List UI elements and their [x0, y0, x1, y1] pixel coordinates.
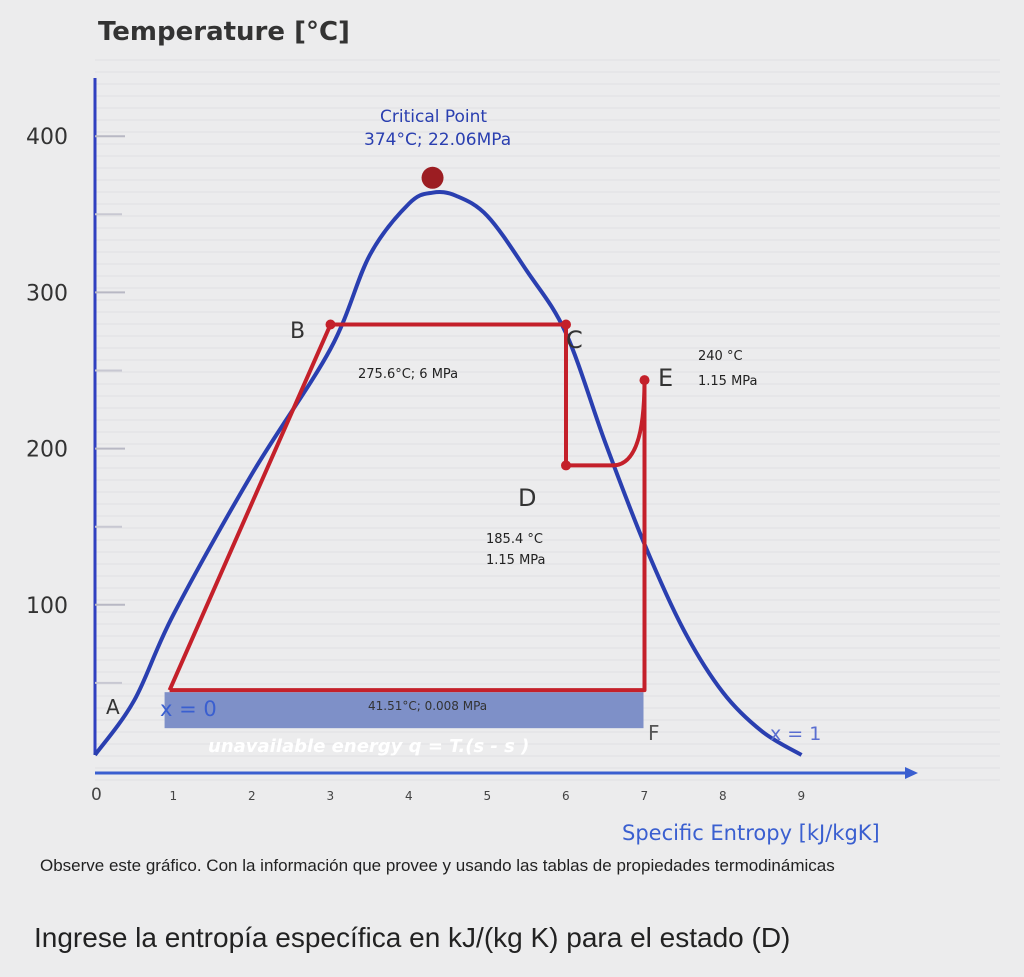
- annotation-e-pressure: 1.15 MPa: [698, 374, 758, 389]
- state-label-c: C: [566, 326, 583, 354]
- state-markers: [325, 166, 650, 471]
- quality-x0-label: x = 0: [160, 697, 217, 721]
- y-tick-label: 300: [26, 281, 68, 306]
- x-tick-label: 8: [719, 789, 727, 803]
- x-axis-arrow: [905, 767, 918, 779]
- state-label-e: E: [658, 364, 673, 392]
- annotation-e-temp: 240 °C: [698, 349, 743, 364]
- critical-point-marker: [421, 166, 444, 189]
- x-tick-label: 5: [484, 789, 492, 803]
- x-axis-label: Specific Entropy [kJ/kgK]: [622, 821, 880, 845]
- x-tick-label: 1: [170, 789, 178, 803]
- question-instruction: Observe este gráfico. Con la información…: [40, 856, 835, 875]
- x-tick-label: 2: [248, 789, 256, 803]
- state-label-b: B: [290, 319, 305, 344]
- x-tick-label: 6: [562, 789, 570, 803]
- saturation-dome: [93, 190, 803, 757]
- x-tick-label: 9: [798, 789, 806, 803]
- unavailable-energy-label: unavailable energy q = T.(s - s ): [208, 736, 529, 757]
- annotation-d-pressure: 1.15 MPa: [486, 553, 546, 568]
- state-label-d: D: [518, 484, 536, 512]
- y-tick-label: 200: [26, 438, 68, 463]
- state-label-f: F: [648, 721, 660, 745]
- ts-diagram: 400 300 200 100 0 1 2 3 4 5 6 7 8 9 Temperature [°C]…: [26, 17, 1000, 845]
- x-tick-label: 0: [91, 785, 102, 805]
- annotation-af: 41.51°C; 0.008 MPa: [368, 699, 487, 713]
- critical-point-values: 374°C; 22.06MPa: [364, 130, 511, 150]
- state-label-a: A: [106, 695, 120, 719]
- background-grid: [95, 59, 1000, 781]
- critical-point-label: Critical Point: [380, 107, 487, 127]
- x-ticks: 0 1 2 3 4 5 6 7 8 9: [91, 785, 805, 805]
- state-marker-e: [639, 375, 650, 386]
- question-prompt: Ingrese la entropía específica en kJ/(kg…: [34, 922, 791, 953]
- y-axis-label: Temperature [°C]: [98, 17, 350, 47]
- quality-x1-label: x = 1: [770, 723, 821, 745]
- state-marker-c: [561, 319, 571, 330]
- state-marker-d: [561, 460, 571, 471]
- x-tick-label: 7: [641, 789, 649, 803]
- annotation-d-temp: 185.4 °C: [486, 532, 543, 547]
- y-tick-label: 100: [26, 594, 68, 619]
- x-tick-label: 3: [327, 789, 335, 803]
- unavailable-energy-band: [164, 692, 644, 729]
- annotation-bc: 275.6°C; 6 MPa: [358, 367, 458, 382]
- y-ticks: 400 300 200 100: [26, 125, 125, 684]
- y-tick-label: 400: [26, 125, 68, 150]
- x-tick-label: 4: [405, 789, 413, 803]
- state-marker-b: [325, 319, 336, 330]
